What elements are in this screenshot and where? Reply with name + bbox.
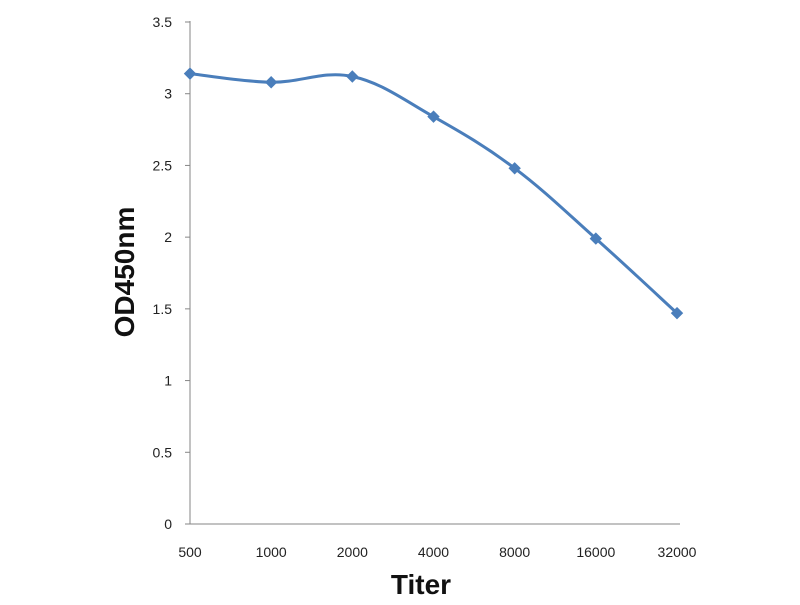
data-point xyxy=(508,162,521,175)
x-tick-label: 8000 xyxy=(499,544,530,560)
y-tick-label: 1.5 xyxy=(153,301,173,317)
tick-labels: 0 0.5 1 1.5 2 2.5 3 3.5 500 1000 2000 4000 8000 16000… xyxy=(153,14,697,560)
axes xyxy=(185,21,680,525)
data-point xyxy=(670,306,684,320)
x-tick-label: 1000 xyxy=(256,544,287,560)
x-tick-label: 2000 xyxy=(337,544,368,560)
y-tick-label: 2.5 xyxy=(153,157,173,173)
x-axis-title: Titer xyxy=(391,569,451,600)
data-point xyxy=(589,232,603,245)
data-point xyxy=(427,110,440,123)
x-tick-label: 16000 xyxy=(576,544,615,560)
series-line xyxy=(189,72,679,315)
y-tick-label: 2 xyxy=(164,229,172,245)
x-tick-label: 500 xyxy=(178,544,202,560)
y-axis-title: OD450nm xyxy=(109,207,140,338)
y-tick-label: 3.5 xyxy=(153,14,173,30)
y-tick-label: 0 xyxy=(164,516,172,532)
data-point xyxy=(183,67,197,80)
series-layer xyxy=(183,67,684,320)
y-tick-label: 1 xyxy=(164,373,172,389)
y-tick-label: 3 xyxy=(164,86,172,102)
x-tick-label: 32000 xyxy=(658,544,697,560)
data-point xyxy=(346,70,359,83)
data-point xyxy=(264,76,278,89)
y-tick-label: 0.5 xyxy=(153,444,173,460)
x-tick-label: 4000 xyxy=(418,544,449,560)
